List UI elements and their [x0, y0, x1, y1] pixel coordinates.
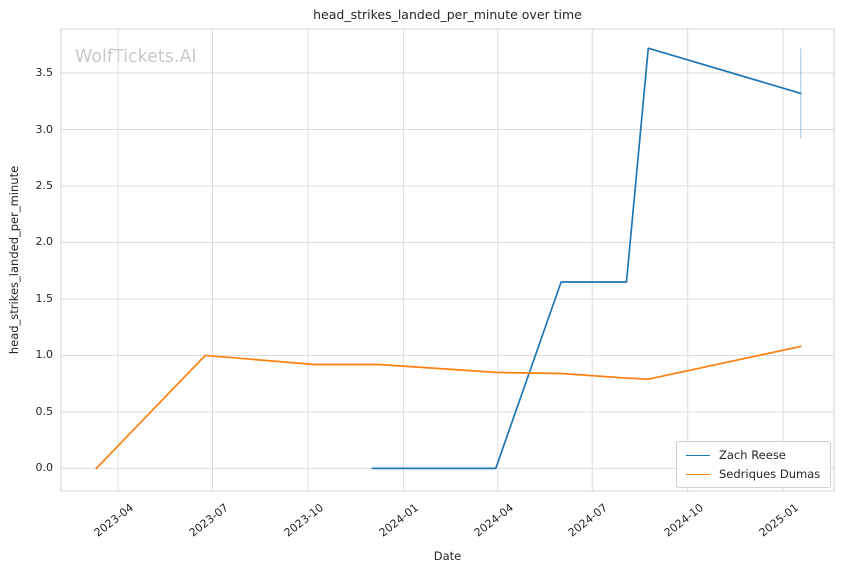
legend-item: Sedriques Dumas	[686, 467, 820, 481]
legend-item: Zach Reese	[686, 448, 820, 462]
y-tick-label: 3.5	[35, 66, 54, 80]
y-tick-label: 0.5	[35, 404, 54, 418]
legend-line-swatch	[686, 454, 710, 456]
x-axis-label: Date	[433, 549, 462, 563]
series-line	[95, 345, 802, 470]
plot-frame	[60, 28, 835, 492]
watermark: WolfTickets.AI	[75, 47, 197, 67]
legend-line-swatch	[686, 473, 710, 475]
y-tick-label: 1.5	[35, 291, 54, 305]
series-line	[371, 47, 802, 470]
y-tick-label: 2.5	[35, 179, 54, 192]
legend-label: Zach Reese	[719, 448, 786, 462]
legend: Zach Reese Sedriques Dumas	[676, 441, 832, 488]
y-axis-label: head_strikes_landed_per_minute	[7, 165, 21, 355]
y-tick-label: 3.0	[35, 122, 54, 136]
y-tick-label: 2.0	[35, 235, 54, 249]
legend-label: Sedriques Dumas	[719, 467, 821, 481]
y-tick-label: 1.0	[35, 348, 54, 362]
y-tick-label: 0.0	[35, 461, 54, 475]
chart-title: head_strikes_landed_per_minute over time	[313, 7, 582, 22]
